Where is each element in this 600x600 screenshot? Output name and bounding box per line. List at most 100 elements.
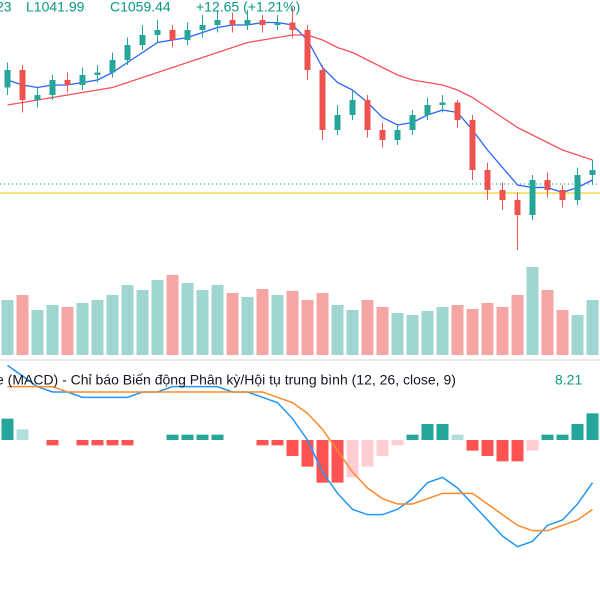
candle-body — [49, 80, 56, 95]
candle-body — [304, 30, 311, 70]
legend-value: +12.65 (+1.21%) — [196, 0, 300, 15]
candle-body — [454, 102, 461, 120]
candle-body — [289, 22, 296, 30]
histogram-bar — [106, 440, 119, 446]
volume-bar — [481, 303, 494, 355]
histogram-bar — [541, 434, 554, 440]
candle-body — [394, 130, 401, 140]
histogram-bar — [451, 434, 464, 440]
candle-body — [4, 70, 11, 88]
histogram-bar — [526, 440, 539, 451]
candle-body — [364, 100, 371, 130]
candle-body — [499, 190, 506, 200]
histogram-bar — [301, 440, 314, 467]
candle-body — [424, 105, 431, 115]
candle-body — [544, 180, 551, 190]
volume-bar — [256, 289, 269, 355]
volume-bar — [196, 290, 209, 355]
histogram-bar — [16, 429, 29, 440]
volume-bar — [31, 310, 44, 355]
histogram-bar — [181, 434, 194, 440]
moving-average — [7, 34, 593, 161]
histogram-bar — [511, 440, 524, 462]
candle-body — [199, 25, 206, 30]
volume-bar — [361, 300, 374, 355]
histogram-bar — [361, 440, 374, 467]
candle-body — [34, 95, 41, 100]
volume-bar — [226, 293, 239, 355]
volume-bar — [346, 310, 359, 355]
volume-bar — [1, 300, 14, 355]
volume-bar — [316, 293, 329, 355]
candle-body — [124, 45, 131, 60]
legend-value: C1059.44 — [110, 0, 171, 15]
candle-body — [244, 20, 251, 25]
candle-body — [349, 100, 356, 115]
histogram-bar — [286, 440, 299, 456]
candle-body — [154, 30, 161, 35]
histogram-bar — [1, 418, 14, 440]
histogram-bar — [91, 440, 104, 446]
candle-body — [64, 80, 71, 85]
candle-body — [259, 20, 266, 25]
histogram-bar — [586, 413, 599, 440]
volume-bar — [76, 303, 89, 355]
volume-bar — [556, 310, 569, 355]
histogram-bar — [196, 434, 209, 440]
volume-bar — [586, 300, 599, 355]
candle-body — [184, 30, 191, 40]
volume-bar — [451, 305, 464, 355]
volume-bar — [391, 313, 404, 355]
candle-body — [319, 70, 326, 130]
candle-body — [19, 70, 26, 100]
signal-line — [7, 385, 593, 532]
candle-body — [94, 72, 101, 75]
volume-bar — [496, 307, 509, 355]
histogram-bar — [46, 440, 59, 446]
candle-body — [274, 22, 281, 25]
candle-body — [514, 200, 521, 215]
moving-average — [7, 21, 593, 194]
histogram-bar — [316, 440, 329, 483]
candle-body — [589, 170, 596, 175]
legend-value: L1041.99 — [26, 0, 85, 15]
candle-body — [439, 102, 446, 105]
indicator-value: 8.21 — [555, 372, 582, 388]
candle-body — [574, 175, 581, 200]
volume-bar — [46, 305, 59, 355]
candle-body — [139, 35, 146, 45]
candle-body — [229, 20, 236, 25]
volume-bar — [571, 315, 584, 355]
volume-bar — [136, 290, 149, 355]
candle-body — [169, 30, 176, 40]
volume-bar — [541, 290, 554, 355]
histogram-bar — [121, 440, 134, 446]
volume-bar — [241, 297, 254, 355]
histogram-bar — [496, 440, 509, 462]
volume-bar — [16, 295, 29, 355]
histogram-bar — [376, 440, 389, 456]
volume-bar — [406, 315, 419, 355]
volume-bar — [91, 300, 104, 355]
histogram-bar — [466, 440, 479, 451]
volume-bar — [466, 309, 479, 355]
histogram-bar — [436, 424, 449, 440]
candle-body — [529, 180, 536, 215]
histogram-bar — [76, 440, 89, 446]
candle-body — [79, 75, 86, 85]
histogram-bar — [256, 440, 269, 446]
histogram-bar — [271, 440, 284, 446]
legend-value: 23 — [0, 0, 12, 15]
candle-body — [484, 170, 491, 190]
ohlc-legend: 23 L1041.99 C1059.44 +12.65 (+1.21%) — [0, 0, 300, 15]
volume-bar — [286, 291, 299, 355]
histogram-bar — [406, 434, 419, 440]
volume-bar — [211, 285, 224, 355]
candle-body — [559, 190, 566, 200]
histogram-bar — [211, 434, 224, 440]
candle-body — [379, 130, 386, 140]
histogram-bar — [481, 440, 494, 456]
histogram-bar — [391, 440, 404, 446]
volume-bar — [121, 285, 134, 355]
